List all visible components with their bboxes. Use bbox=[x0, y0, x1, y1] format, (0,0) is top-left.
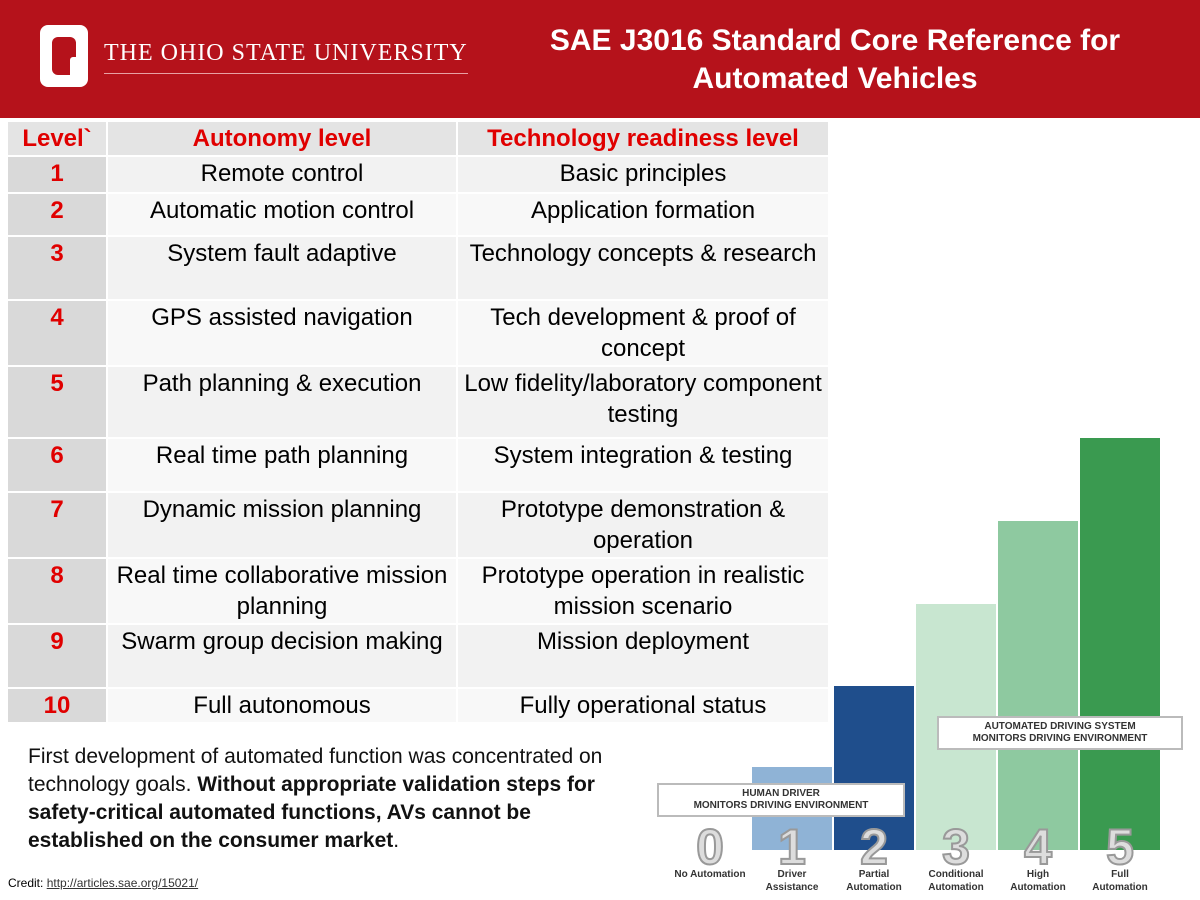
table: Level` Autonomy level Technology readiness… bbox=[6, 120, 830, 724]
level-name-line: Conditional bbox=[928, 869, 984, 880]
row: 2 Automatic motion control Application for… bbox=[6, 192, 830, 237]
cell: Full autonomous bbox=[106, 687, 458, 724]
level-name-line: Assistance bbox=[765, 882, 819, 893]
cell: Real time path planning bbox=[106, 437, 458, 493]
level-number: 2 bbox=[859, 819, 889, 875]
label-line: MONITORS DRIVING ENVIRONMENT bbox=[693, 800, 869, 811]
level-name: No Automation bbox=[664, 868, 756, 881]
credit: Credit: http://articles.sae.org/15021/ bbox=[8, 876, 198, 890]
level-name-line: No Automation bbox=[674, 869, 746, 880]
cell: Dynamic mission planning bbox=[106, 491, 458, 559]
level-name-line: Automation bbox=[1010, 882, 1066, 893]
row: 8 Real time collaborative mission plannin… bbox=[6, 557, 830, 625]
level-name: High Automation bbox=[992, 868, 1084, 894]
cell: 6 bbox=[6, 437, 108, 493]
level-name-line: Automation bbox=[1092, 882, 1148, 893]
label-line: AUTOMATED DRIVING SYSTEM bbox=[984, 721, 1136, 732]
cell: 2 bbox=[6, 192, 108, 237]
cell: Tech development & proof of concept bbox=[456, 299, 830, 367]
row: 4 GPS assisted navigation Tech development… bbox=[6, 299, 830, 367]
cell: Remote control bbox=[106, 155, 458, 194]
cell: Prototype operation in realistic mission… bbox=[456, 557, 830, 625]
cell: 1 bbox=[6, 155, 108, 194]
cell: Application formation bbox=[456, 192, 830, 237]
cell: Real time collaborative mission planning bbox=[106, 557, 458, 625]
cell: 10 bbox=[6, 687, 108, 724]
level-name: Full Automation bbox=[1074, 868, 1166, 894]
level-bar bbox=[998, 521, 1078, 850]
level-name-line: Driver bbox=[777, 869, 807, 880]
header-cell: Technology readiness level bbox=[456, 120, 830, 157]
row: 10 Full autonomous Fully operational statu… bbox=[6, 687, 830, 724]
level-number: 1 bbox=[777, 819, 807, 875]
header-row: Level` Autonomy level Technology readiness… bbox=[6, 120, 830, 157]
level-name: Driver Assistance bbox=[746, 868, 838, 894]
level-name-line: Automation bbox=[846, 882, 902, 893]
header-cell: Autonomy level bbox=[106, 120, 458, 157]
cell: Path planning & execution bbox=[106, 365, 458, 439]
cell: Mission deployment bbox=[456, 623, 830, 689]
level-name-line: Automation bbox=[928, 882, 984, 893]
bold-text: Without appropriate validation steps for… bbox=[28, 773, 595, 852]
level-name-line: Partial bbox=[858, 869, 890, 880]
level-number: 0 bbox=[695, 819, 725, 875]
logo-text: THE OHIO STATE UNIVERSITY bbox=[104, 40, 468, 74]
cell: System fault adaptive bbox=[106, 235, 458, 301]
level-number: 5 bbox=[1105, 819, 1135, 875]
cell: 9 bbox=[6, 623, 108, 689]
row: 7 Dynamic mission planning Prototype demon… bbox=[6, 491, 830, 559]
level-name-line: Full bbox=[1111, 869, 1129, 880]
level-bar bbox=[1080, 438, 1160, 850]
row: 5 Path planning & execution Low fidelity/l… bbox=[6, 365, 830, 439]
slide-title: SAE J3016 Standard Core Reference for Au… bbox=[549, 24, 1121, 95]
cell: 4 bbox=[6, 299, 108, 367]
level-name-line: High bbox=[1026, 869, 1050, 880]
cell: Automatic motion control bbox=[106, 192, 458, 237]
label-line: HUMAN DRIVER bbox=[742, 788, 820, 799]
logo bbox=[40, 25, 88, 87]
header-cell: Level` bbox=[6, 120, 108, 157]
cell: Basic principles bbox=[456, 155, 830, 194]
credit-label: Credit: bbox=[8, 876, 44, 890]
cell: Swarm group decision making bbox=[106, 623, 458, 689]
level-name: Conditional Automation bbox=[910, 868, 1002, 894]
level-bar bbox=[834, 686, 914, 850]
row: 6 Real time path planning System integrati… bbox=[6, 437, 830, 493]
label-line: MONITORS DRIVING ENVIRONMENT bbox=[972, 733, 1148, 744]
cell: GPS assisted navigation bbox=[106, 299, 458, 367]
cell: System integration & testing bbox=[456, 437, 830, 493]
row: 9 Swarm group decision making Mission depl… bbox=[6, 623, 830, 689]
cell: Technology concepts & research bbox=[456, 235, 830, 301]
cell: Prototype demonstration & operation bbox=[456, 491, 830, 559]
cell: 5 bbox=[6, 365, 108, 439]
cell: 7 bbox=[6, 491, 108, 559]
level-number: 4 bbox=[1023, 819, 1053, 875]
credit-link[interactable]: http://articles.sae.org/15021/ bbox=[46, 876, 199, 890]
row: 3 System fault adaptive Technology concept… bbox=[6, 235, 830, 301]
cell: 8 bbox=[6, 557, 108, 625]
text: . bbox=[393, 829, 400, 852]
cell: Low fidelity/laboratory component testin… bbox=[456, 365, 830, 439]
cell: Fully operational status bbox=[456, 687, 830, 724]
monitor-label: HUMAN DRIVER MONITORS DRIVING ENVIRONMENT bbox=[657, 783, 905, 817]
cell: 3 bbox=[6, 235, 108, 301]
level-name: Partial Automation bbox=[828, 868, 920, 894]
paragraph: First development of automated function … bbox=[28, 743, 648, 855]
header-band bbox=[0, 0, 1200, 118]
monitor-label: AUTOMATED DRIVING SYSTEM MONITORS DRIVING… bbox=[937, 716, 1183, 750]
text: First development of automated function … bbox=[28, 745, 603, 796]
level-number: 3 bbox=[941, 819, 971, 875]
row: 1 Remote control Basic principles bbox=[6, 155, 830, 194]
